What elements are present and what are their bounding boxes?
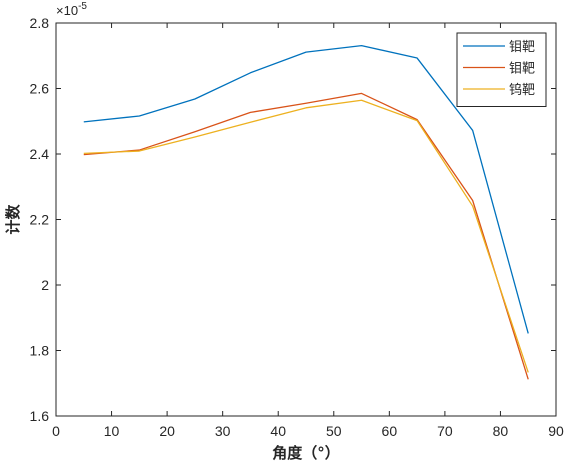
- y-tick-label: 2.4: [30, 146, 50, 162]
- y-tick-label: 2: [41, 277, 49, 293]
- x-tick-label: 20: [159, 423, 175, 439]
- series-line-1: [83, 44, 529, 334]
- y-tick-label: 2.8: [30, 15, 50, 31]
- x-tick-label: 10: [104, 423, 120, 439]
- x-axis-label: 角度（°）: [272, 444, 340, 462]
- x-tick-label: 60: [382, 423, 398, 439]
- y-exponent-base: ×10: [56, 3, 78, 18]
- y-tick-label: 2.6: [30, 81, 50, 97]
- legend-box: [456, 32, 547, 107]
- y-axis-exponent: ×10-5: [56, 1, 87, 18]
- y-axis-label: 计数: [4, 204, 22, 235]
- x-tick-label: 0: [52, 423, 60, 439]
- legend-label-2: 钼靶: [509, 62, 535, 77]
- legend-label-1: 钼靶: [509, 40, 535, 55]
- x-tick-label: 80: [493, 423, 509, 439]
- y-tick-label: 1.6: [30, 408, 50, 424]
- series-line-2: [83, 92, 529, 380]
- y-exponent-power: -5: [78, 1, 87, 12]
- series-line-3: [83, 99, 529, 373]
- x-tick-label: 70: [437, 423, 453, 439]
- x-tick-label: 40: [270, 423, 286, 439]
- y-tick-label: 2.2: [30, 212, 50, 228]
- y-tick-label: 1.8: [30, 343, 50, 359]
- x-tick-label: 90: [548, 423, 564, 439]
- x-tick-label: 50: [326, 423, 342, 439]
- x-tick-label: 30: [215, 423, 231, 439]
- legend-label-3: 钨靶: [509, 82, 535, 98]
